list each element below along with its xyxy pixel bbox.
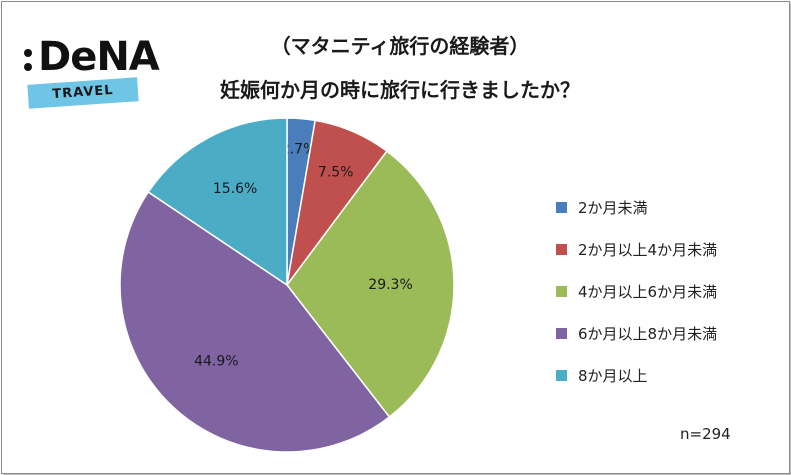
legend-label: 6か月以上8か月未満 [578,325,718,343]
legend-swatch [556,286,567,297]
legend-label: 4か月以上6か月未満 [578,283,718,301]
pie-slice-5 [147,117,288,287]
pie-slice-3 [286,150,455,419]
legend-swatch [556,370,567,381]
legend-label: 2か月以上4か月未満 [578,241,718,259]
legend-label: 2か月未満 [578,199,648,217]
pie-data-label-2: 7.5% [318,164,354,180]
pie-data-label-1: 2.7% [281,142,317,158]
logo-colon-mark [22,45,34,75]
pie-data-label-5: 15.6% [213,181,257,197]
logo-wordmark: DeNA [38,34,160,80]
pie-data-label-3: 29.3% [368,277,412,293]
dena-travel-logo: DeNA TRAVEL [22,35,160,115]
legend-swatch [556,328,567,339]
legend-swatch [556,244,567,255]
chart-title-line1: （マタニティ旅行の経験者） [270,34,530,58]
chart-title-line2: 妊娠何か月の時に旅行に行きましたか？ [220,78,580,102]
pie-data-label-4: 44.9% [194,354,238,370]
legend-label: 8か月以上 [578,367,648,385]
legend-swatch [556,202,567,213]
sample-size-note: n=294 [680,425,731,443]
pie-slice-4 [119,190,391,453]
